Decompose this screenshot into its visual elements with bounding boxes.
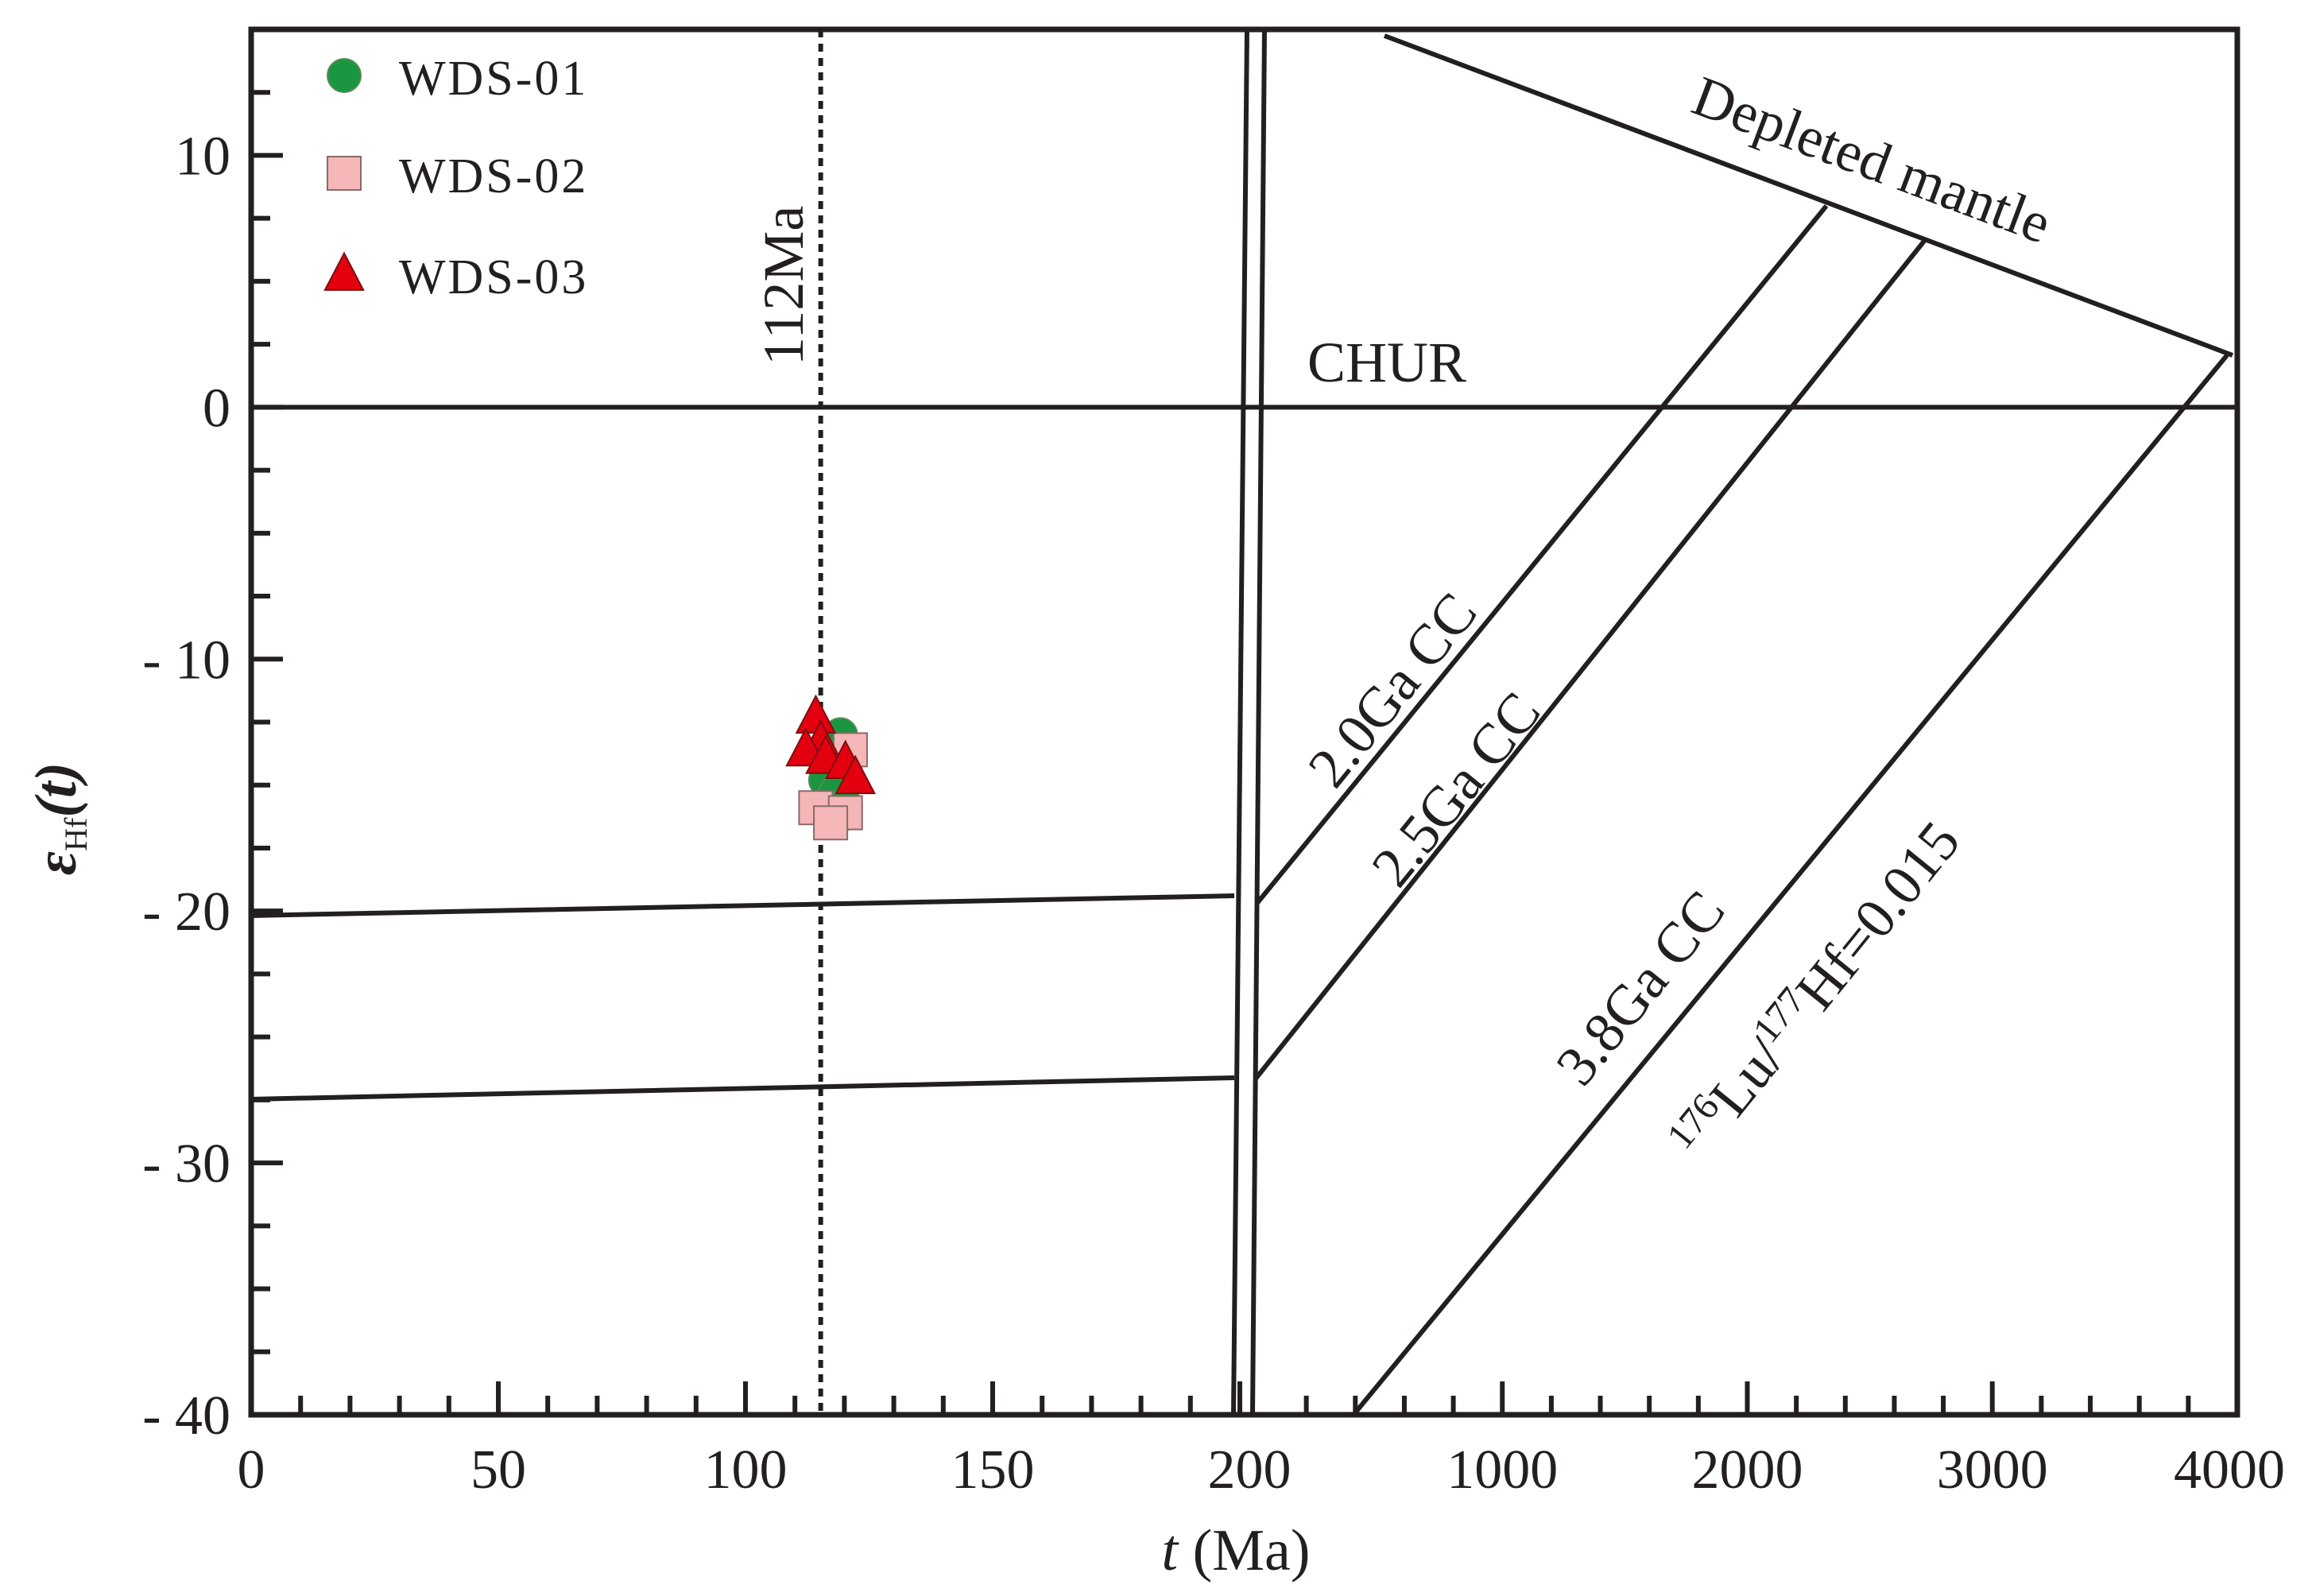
- axis-break-line: [1250, 29, 1267, 1416]
- x-tick-label: 100: [704, 1439, 788, 1501]
- data-points: [785, 694, 876, 841]
- y-tick-label: - 10: [142, 629, 230, 691]
- age-marker-label: 112Ma: [752, 206, 815, 366]
- y-tick-label: - 20: [142, 881, 230, 943]
- x-tick-label: 2000: [1692, 1439, 1803, 1501]
- x-tick-label: 4000: [2174, 1439, 2285, 1501]
- y-tick-label: - 30: [142, 1133, 230, 1195]
- y-axis-title: εHf(t): [24, 762, 94, 875]
- y-tick-label: 0: [203, 378, 230, 439]
- legend-marker-wds-02: [327, 156, 362, 191]
- legend: WDS-01 WDS-02 WDS-03: [323, 52, 588, 304]
- data-point-wds-03: [795, 694, 837, 734]
- x-axis-title: t (Ma): [1162, 1518, 1311, 1583]
- plot-frame: [248, 26, 2240, 1418]
- y-axis-title-sub: Hf: [58, 817, 94, 851]
- x-axis-title-unit: (Ma): [1178, 1518, 1310, 1583]
- legend-label-wds-02: WDS-02: [399, 149, 588, 203]
- x-tick-label: 1000: [1446, 1439, 1558, 1501]
- cc-2-5ga-line: [1253, 238, 1927, 1080]
- cc-2-5ga-extension-line: [250, 1075, 1235, 1102]
- depleted-mantle-line: [1383, 33, 2234, 358]
- x-tick-label: 50: [471, 1439, 526, 1501]
- x-axis-title-var: t: [1162, 1518, 1180, 1583]
- legend-label-wds-03: WDS-03: [399, 250, 588, 304]
- lu-hf-hf: Hf=0.015: [1783, 810, 1972, 1022]
- cc-3-8ga-line: [1351, 354, 2229, 1416]
- data-point-wds-02: [813, 805, 849, 841]
- x-tick-label: 200: [1208, 1439, 1292, 1501]
- depleted-mantle-label: Depleted mantle: [1684, 64, 2059, 256]
- axis-break-line: [1231, 29, 1249, 1416]
- legend-marker-wds-01: [327, 58, 362, 93]
- y-axis-title-arg: (t): [24, 762, 89, 818]
- chur-label: CHUR: [1307, 331, 1466, 394]
- data-point-wds-03: [835, 754, 876, 795]
- cc-2-0ga-extension-line: [250, 893, 1235, 918]
- axis-ticks: 100- 10- 20- 30- 400 50 100 150 200 1000 2000 3…: [142, 27, 2285, 1501]
- legend-label-wds-01: WDS-01: [399, 52, 588, 106]
- reference-lines: [250, 29, 2237, 1416]
- x-tick-label: 0: [238, 1439, 265, 1501]
- x-tick-label: 150: [951, 1439, 1035, 1501]
- y-axis-title-symbol: ε: [24, 851, 89, 875]
- cc-2-0ga-line: [1255, 204, 1829, 905]
- y-tick-label: 10: [175, 126, 230, 187]
- x-tick-label: 3000: [1937, 1439, 2048, 1501]
- y-tick-label: - 40: [142, 1385, 230, 1447]
- legend-marker-wds-03: [323, 251, 365, 291]
